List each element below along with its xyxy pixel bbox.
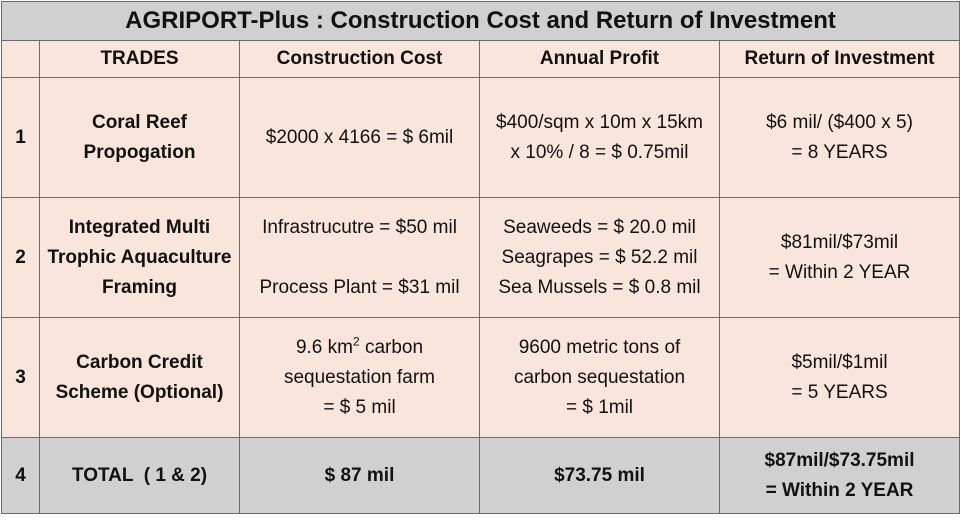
roi-line: $87mil/$73.75mil	[764, 449, 915, 471]
total-profit: $73.75 mil	[479, 437, 720, 514]
trade-line: Propogation	[83, 141, 196, 163]
cost-cell: Infrastrucutre = $50 mil Process Plant =…	[239, 197, 480, 318]
trade-line: Scheme (Optional)	[55, 381, 224, 403]
trade-cell: Carbon Credit Scheme (Optional)	[39, 317, 240, 438]
cost-area-value: 9.6 km	[295, 336, 353, 358]
cost-line: $2000 x 4166 = $ 6mil	[265, 126, 454, 148]
trade-line: Trophic Aquaculture	[47, 246, 232, 268]
table-title: AGRIPORT-Plus : Construction Cost and Re…	[0, 1, 960, 41]
trade-cell: Integrated Multi Trophic Aquaculture Fra…	[39, 197, 240, 318]
header-construction-cost: Construction Cost	[239, 40, 480, 78]
table-row: 2 Integrated Multi Trophic Aquaculture F…	[1, 197, 960, 318]
roi-line: = Within 2 YEAR	[768, 261, 911, 283]
row-number: 4	[1, 437, 40, 514]
roi-line: $6 mil/ ($400 x 5)	[766, 111, 913, 133]
header-trades: TRADES	[39, 40, 240, 78]
profit-line: x 10% / 8 = $ 0.75mil	[510, 141, 689, 163]
cost-line: Infrastrucutre = $50 mil	[262, 216, 457, 238]
header-number	[1, 40, 40, 78]
cost-line: Process Plant = $31 mil	[259, 276, 460, 298]
cost-cell: $2000 x 4166 = $ 6mil	[239, 77, 480, 198]
roi-line: $5mil/$1mil	[791, 351, 888, 373]
trade-line: Integrated Multi	[68, 216, 211, 238]
roi-line: = Within 2 YEAR	[765, 479, 914, 501]
table-row: 3 Carbon Credit Scheme (Optional) 9.6 km…	[1, 317, 960, 438]
profit-line: = $ 1mil	[565, 396, 634, 418]
profit-line: Sea Mussels = $ 0.8 mil	[498, 276, 701, 298]
roi-cell: $5mil/$1mil = 5 YEARS	[718, 317, 960, 438]
profit-cell: 9600 metric tons of carbon sequestation …	[479, 317, 720, 438]
profit-line: 9600 metric tons of	[518, 336, 681, 358]
total-label: TOTAL ( 1 & 2)	[39, 437, 240, 514]
total-row: 4 TOTAL ( 1 & 2) $ 87 mil $73.75 mil $87…	[1, 437, 960, 514]
profit-line: Seaweeds = $ 20.0 mil	[503, 216, 696, 238]
cost-line: = $ 5 mil	[323, 396, 396, 418]
profit-cell: $400/sqm x 10m x 15km x 10% / 8 = $ 0.75…	[479, 77, 720, 198]
profit-line: carbon sequestation	[513, 366, 686, 388]
row-number: 1	[1, 77, 40, 198]
roi-line: = 8 YEARS	[791, 141, 888, 163]
trade-cell: Coral Reef Propogation	[39, 77, 240, 198]
table-row: 1 Coral Reef Propogation $2000 x 4166 = …	[1, 77, 960, 198]
cost-line: 9.6 km2 carbon	[244, 333, 475, 363]
profit-cell: Seaweeds = $ 20.0 mil Seagrapes = $ 52.2…	[479, 197, 720, 318]
cost-cell: 9.6 km2 carbon sequestation farm = $ 5 m…	[239, 317, 480, 438]
cost-area-suffix: carbon	[359, 336, 424, 358]
roi-line: $81mil/$73mil	[780, 231, 899, 253]
row-number: 3	[1, 317, 40, 438]
total-cost: $ 87 mil	[239, 437, 480, 514]
superscript-two: 2	[352, 334, 360, 349]
cost-gap	[244, 243, 475, 273]
cost-roi-table: AGRIPORT-Plus : Construction Cost and Re…	[0, 1, 960, 514]
trade-line: Framing	[102, 276, 177, 298]
roi-cell: $6 mil/ ($400 x 5) = 8 YEARS	[718, 77, 960, 198]
trade-line: Coral Reef	[91, 111, 188, 133]
cost-line: sequestation farm	[283, 366, 436, 388]
profit-line: Seagrapes = $ 52.2 mil	[501, 246, 698, 268]
row-number: 2	[1, 197, 40, 318]
total-roi-cell: $87mil/$73.75mil = Within 2 YEAR	[718, 437, 960, 514]
roi-line: = 5 YEARS	[791, 381, 888, 403]
roi-cell: $81mil/$73mil = Within 2 YEAR	[718, 197, 960, 318]
header-row: TRADES Construction Cost Annual Profit R…	[1, 40, 960, 78]
header-return-of-investment: Return of Investment	[718, 40, 960, 78]
trade-line: Carbon Credit	[76, 351, 203, 373]
header-annual-profit: Annual Profit	[479, 40, 720, 78]
title-row: AGRIPORT-Plus : Construction Cost and Re…	[0, 1, 960, 41]
profit-line: $400/sqm x 10m x 15km	[496, 111, 703, 133]
